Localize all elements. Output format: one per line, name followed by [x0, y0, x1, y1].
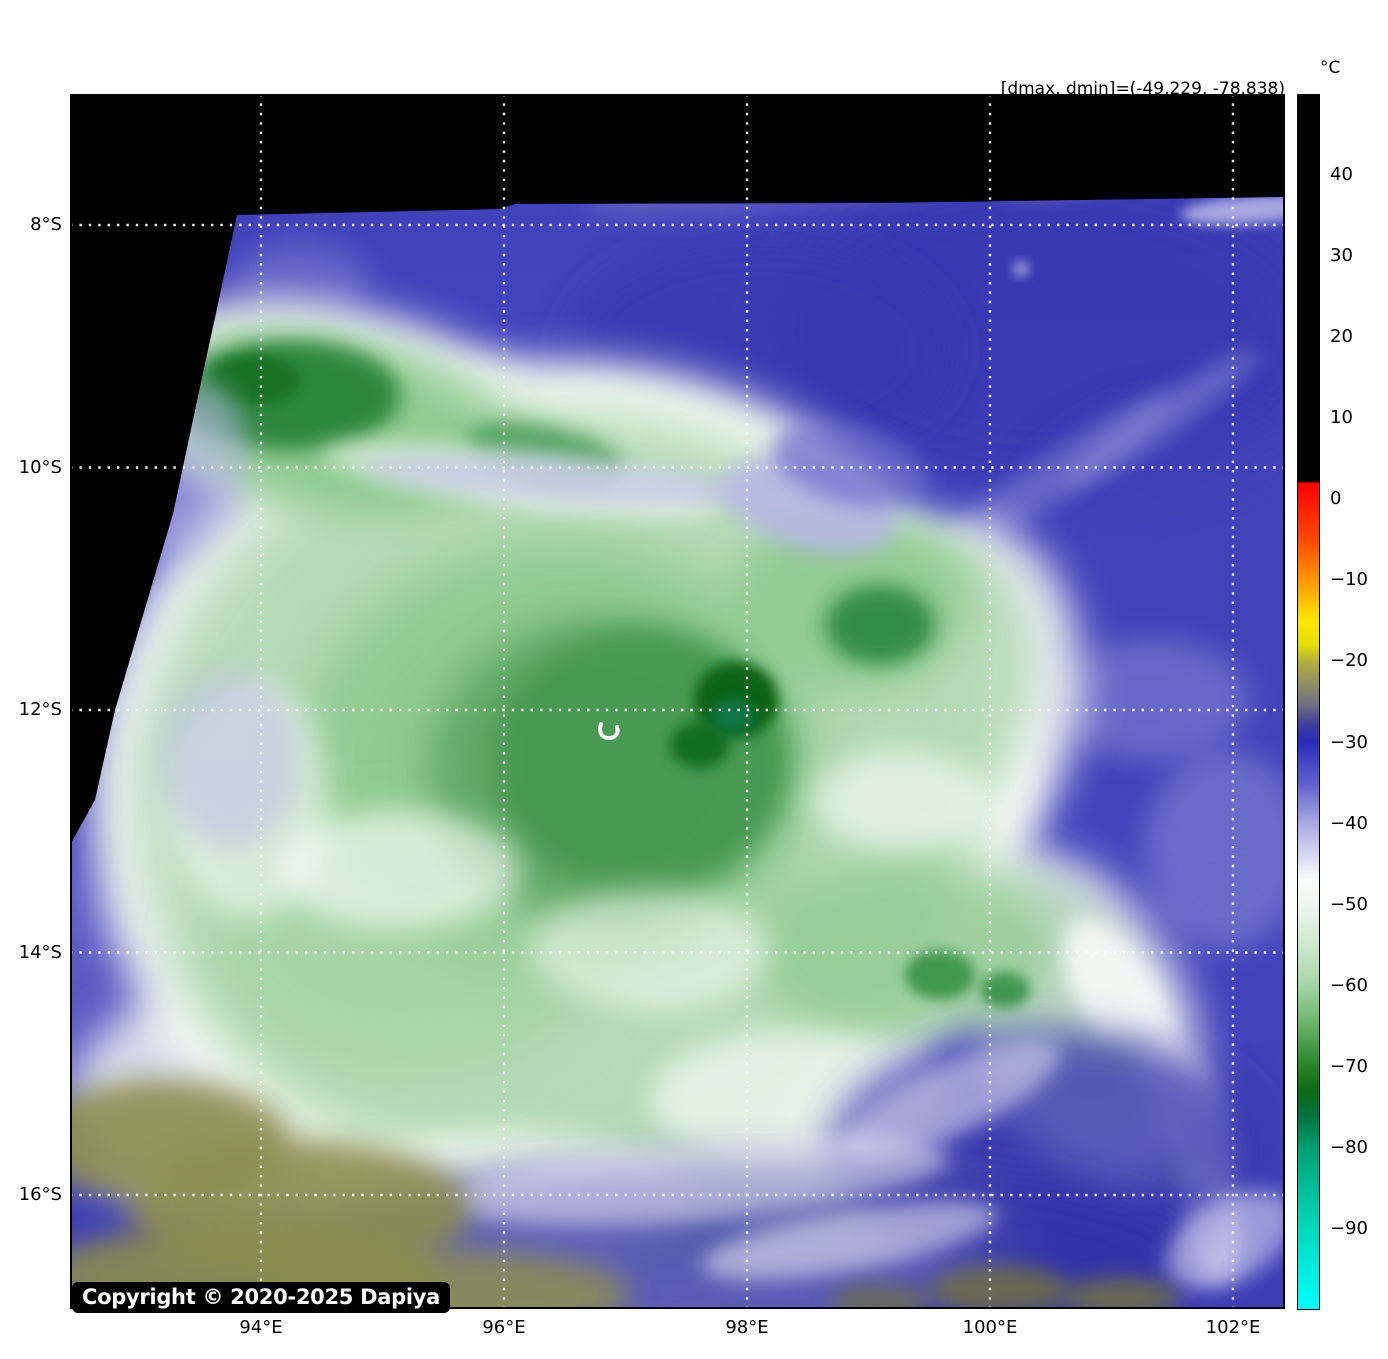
colorbar-tick-label: 30 [1330, 245, 1353, 267]
data-region [70, 197, 1285, 1309]
colorbar-tick-label: −90 [1330, 1217, 1368, 1239]
temperature-colorbar [1297, 94, 1320, 1310]
colorbar-tick-label: −80 [1330, 1136, 1368, 1158]
longitude-tick-label: 94°E [239, 1317, 283, 1338]
longitude-tick-label: 96°E [482, 1317, 526, 1338]
colorbar-tick-label: −40 [1330, 812, 1368, 834]
satellite-image [70, 94, 1285, 1309]
colorbar-tick-label: −30 [1330, 731, 1368, 753]
colorbar-tick-label: 20 [1330, 326, 1353, 348]
latitude-tick-label: 16°S [18, 1184, 62, 1205]
colorbar-tick-label: −70 [1330, 1055, 1368, 1077]
colorbar-tick-label: −50 [1330, 893, 1368, 915]
colorbar-tick-label: −10 [1330, 569, 1368, 591]
storm-center-marker [598, 722, 620, 741]
latitude-tick-label: 14°S [18, 941, 62, 963]
colorbar-unit-label: °C [1320, 58, 1341, 78]
latitude-tick-label: 8°S [30, 214, 62, 235]
latitude-tick-label: 12°S [18, 699, 62, 720]
colorbar-tick-label: 10 [1330, 407, 1353, 429]
copyright-badge: Copyright © 2020-2025 Dapiya [72, 1282, 450, 1313]
latitude-tick-label: 10°S [18, 456, 62, 478]
colorbar-tick-label: −60 [1330, 974, 1368, 996]
colorbar-tick-label: 0 [1330, 488, 1342, 510]
colorbar-tick-label: −20 [1330, 650, 1368, 672]
colorbar-tick-label: 40 [1330, 164, 1353, 186]
map-border [70, 94, 1285, 1309]
longitude-tick-label: 98°E [725, 1317, 769, 1338]
longitude-tick-label: 102°E [1205, 1317, 1261, 1338]
longitude-tick-label: 100°E [962, 1317, 1018, 1338]
